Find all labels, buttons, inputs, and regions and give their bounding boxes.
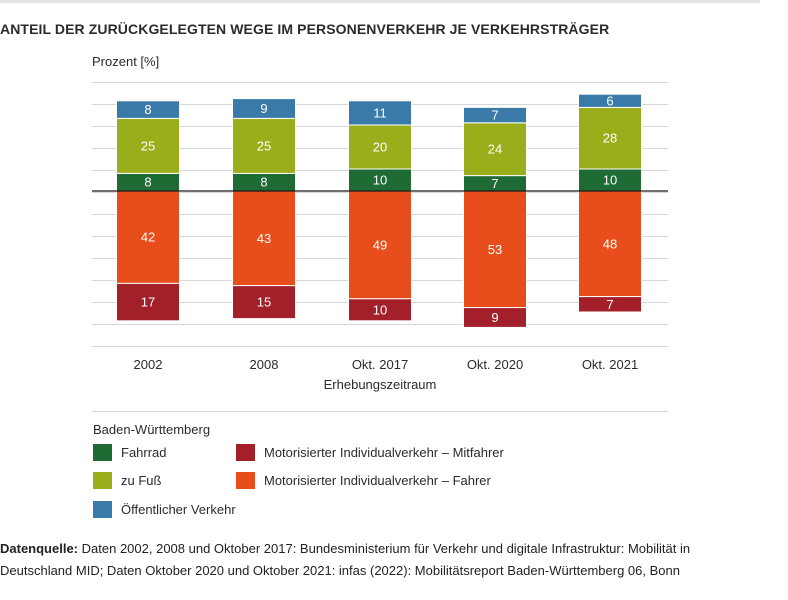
x-tick-label: Okt. 2020	[467, 357, 523, 372]
data-label: 15	[257, 295, 271, 310]
data-label: 25	[141, 138, 155, 153]
bar-segment	[463, 106, 527, 124]
data-label: 7	[491, 108, 498, 123]
x-tick-label: Okt. 2017	[352, 357, 408, 372]
data-label: 9	[260, 101, 267, 116]
y-axis-label: Prozent [%]	[92, 54, 159, 69]
data-label: 48	[603, 236, 617, 251]
data-label: 9	[491, 310, 498, 325]
bar-segment	[116, 282, 180, 322]
bar-segment	[463, 122, 527, 177]
data-label: 11	[373, 105, 387, 120]
x-tick-label: Okt. 2021	[582, 357, 638, 372]
data-label: 10	[373, 173, 387, 188]
legend-item-miv-fahrer: Motorisierter Individualverkehr – Fahrer	[236, 472, 491, 490]
legend-swatch-fahrrad	[93, 444, 112, 462]
bar-segment	[232, 190, 296, 287]
data-label: 53	[488, 242, 502, 257]
bar-segment	[463, 307, 527, 328]
x-axis-label: Erhebungszeitraum	[324, 377, 437, 392]
data-label: 8	[144, 102, 151, 117]
legend-label-miv-mitfahrer: Motorisierter Individualverkehr – Mitfah…	[264, 445, 504, 461]
legend-label-miv-fahrer: Motorisierter Individualverkehr – Fahrer	[264, 473, 491, 489]
bar-segment	[348, 298, 412, 322]
data-label: 10	[373, 302, 387, 317]
legend-swatch-miv-fahrer	[236, 472, 255, 490]
bar-segment	[232, 285, 296, 320]
legend-item-fahrrad: Fahrrad	[93, 444, 167, 462]
x-tick-label: 2002	[134, 357, 163, 372]
data-label: 49	[373, 237, 387, 252]
bar-segment	[232, 117, 296, 174]
data-label: 42	[141, 230, 155, 245]
chart-title: ANTEIL DER ZURÜCKGELEGTEN WEGE IM PERSON…	[0, 21, 610, 37]
legend-item-miv-mitfahrer: Motorisierter Individualverkehr – Mitfah…	[236, 444, 504, 462]
bar-segment	[578, 190, 642, 298]
legend-label-oepnv: Öffentlicher Verkehr	[121, 502, 236, 518]
x-tick-label: 2008	[250, 357, 279, 372]
source-label: Datenquelle:	[0, 541, 79, 556]
data-label: 8	[260, 175, 267, 190]
legend-swatch-oepnv	[93, 501, 112, 519]
data-label: 28	[603, 131, 617, 146]
bar-segment	[348, 124, 412, 170]
data-label: 8	[144, 175, 151, 190]
source-note: Datenquelle: Daten 2002, 2008 und Oktobe…	[0, 538, 760, 582]
data-label: 17	[141, 295, 155, 310]
bar-segment	[116, 100, 180, 119]
bar-segment	[232, 98, 296, 119]
bar-segment	[348, 190, 412, 300]
legend-swatch-zu-fuss	[93, 472, 112, 490]
legend-item-zu-fuss: zu Fuß	[93, 472, 162, 490]
legend-label-fahrrad: Fahrrad	[121, 445, 167, 461]
data-label: 43	[257, 231, 271, 246]
bar-segment	[578, 106, 642, 170]
data-label: 6	[606, 93, 613, 108]
data-label: 7	[491, 176, 498, 191]
legend-swatch-miv-mitfahrer	[236, 444, 255, 462]
bar-segment	[348, 100, 412, 126]
bar-segment	[578, 296, 642, 313]
legend-title: Baden-Württemberg	[93, 422, 211, 437]
bar-segment	[578, 93, 642, 108]
source-text: Daten 2002, 2008 und Oktober 2017: Bunde…	[0, 541, 691, 578]
data-label: 25	[257, 138, 271, 153]
data-label: 10	[603, 173, 617, 188]
stacked-bar-chart: Prozent [%] 8 25 8 42 17 2002 8 25 9 43 15 2008 10 20 1…	[92, 54, 668, 412]
top-rule	[0, 0, 760, 3]
data-label: 24	[488, 142, 502, 157]
data-label: 7	[606, 297, 613, 312]
legend-label-zu-fuss: zu Fuß	[121, 473, 162, 489]
legend-item-oepnv: Öffentlicher Verkehr	[93, 501, 236, 519]
data-label: 20	[373, 140, 387, 155]
